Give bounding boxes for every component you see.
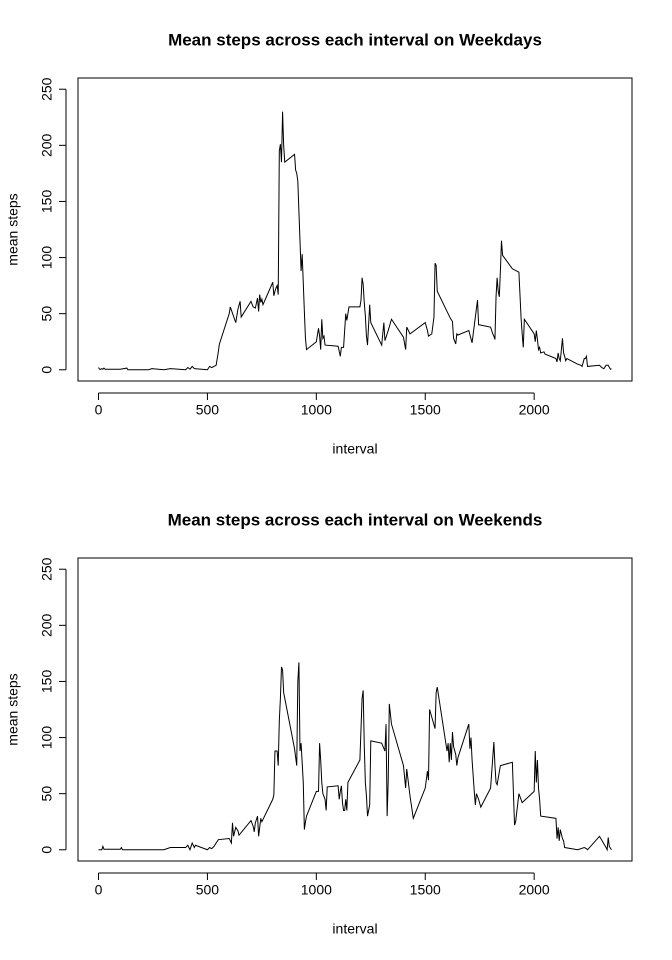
x-tick-label: 1500 [410,882,441,898]
y-tick-label: 50 [39,306,55,322]
y-axis-title: mean steps [5,193,21,265]
x-axis-title: interval [332,921,377,937]
plot-frame [77,77,633,382]
y-tick-label: 0 [39,366,55,374]
y-tick-label: 50 [39,786,55,802]
x-tick-label: 2000 [519,402,550,418]
x-axis-title: interval [332,441,377,457]
x-tick-label: 1000 [301,882,332,898]
y-tick-label: 200 [39,613,55,637]
y-tick-label: 100 [39,726,55,750]
y-tick-label: 200 [39,133,55,157]
x-tick-label: 1000 [301,402,332,418]
x-tick-label: 0 [95,882,103,898]
chart-title: Mean steps across each interval on Weekd… [168,30,542,49]
y-tick-label: 150 [39,190,55,214]
y-tick-label: 150 [39,670,55,694]
chart-title: Mean steps across each interval on Weeke… [168,510,543,529]
y-axis-title: mean steps [5,673,21,745]
y-tick-label: 100 [39,246,55,270]
plot-frame [77,557,633,862]
x-tick-label: 1500 [410,402,441,418]
data-line [98,111,612,371]
x-tick-label: 0 [95,402,103,418]
x-tick-label: 2000 [519,882,550,898]
x-tick-label: 500 [196,402,220,418]
x-tick-label: 500 [196,882,220,898]
y-tick-label: 250 [39,557,55,581]
y-tick-label: 250 [39,77,55,101]
data-line [98,662,612,852]
y-tick-label: 0 [39,846,55,854]
